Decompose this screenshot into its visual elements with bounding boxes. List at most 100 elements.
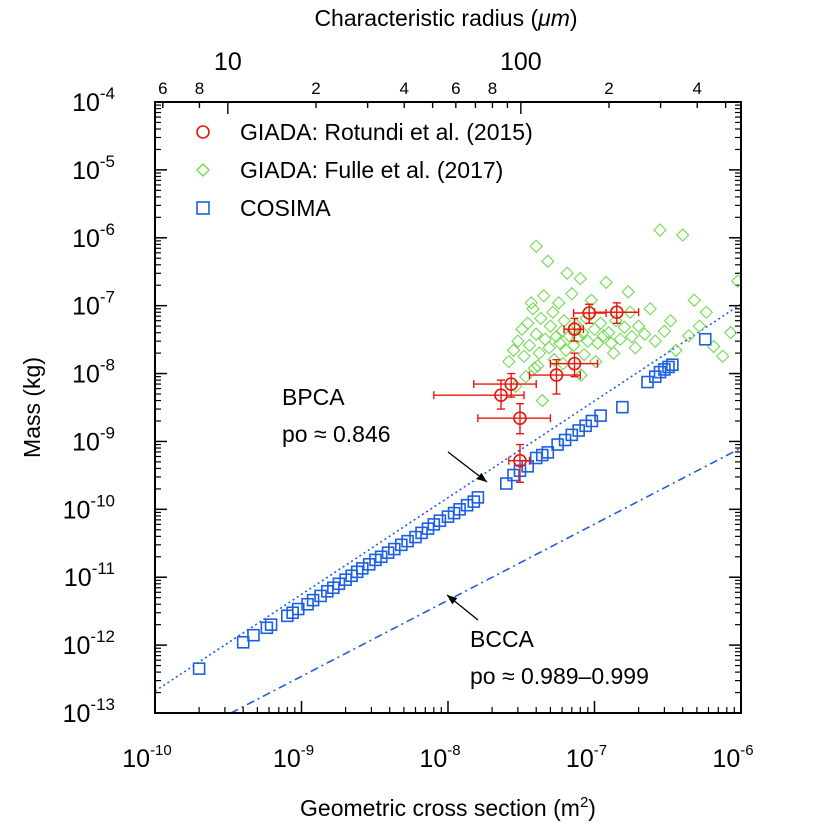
fulle-point [613, 332, 628, 347]
x-tick-label: 10-8 [419, 742, 460, 773]
fulle-point [522, 338, 537, 353]
cosima-point [401, 534, 414, 548]
fulle-point [637, 327, 652, 341]
plot-frame [154, 101, 742, 714]
annotation-bpca-porosity: po ≈ 0.846 [282, 421, 391, 447]
x-tick-label: 10-7 [566, 742, 607, 773]
y-tick-label: 10-10 [63, 491, 115, 524]
fulle-point [562, 329, 576, 343]
top-tick-label: 6 [158, 79, 167, 98]
top-tick-label: 6 [451, 79, 460, 98]
fulle-point [681, 329, 696, 343]
cosima-point [460, 498, 474, 512]
fulle-point [557, 313, 571, 328]
fulle-point [556, 356, 570, 371]
rotundi-point [567, 356, 582, 371]
fulle-point [502, 354, 516, 369]
fulle-point [543, 319, 558, 333]
x-axis-label: Geometric cross section (m2) [300, 794, 596, 821]
fulle-point [628, 340, 643, 355]
fulle-point [623, 305, 637, 320]
annotation-bcca: BCCA po ≈ 0.989–0.999 [446, 594, 649, 689]
cosima-point [355, 562, 369, 575]
cosima-point [260, 621, 274, 635]
fulle-point [515, 322, 529, 336]
fulle-point [547, 352, 561, 367]
fulle-point [530, 359, 545, 373]
top-tick-label: 10 [214, 48, 242, 76]
fulle-point [565, 286, 579, 301]
legend-entry-cosima: COSIMA [196, 195, 331, 221]
cosima-point [521, 460, 535, 473]
cosima-point [388, 542, 401, 556]
fulle-point [723, 325, 738, 340]
y-tick-label: 10-4 [72, 84, 115, 117]
x-tick-label: 10-6 [712, 742, 753, 773]
fulle-point [542, 340, 556, 355]
top-tick-label: 4 [400, 79, 409, 98]
cosima-point [236, 636, 250, 649]
fulle-point [609, 313, 623, 328]
fulle-point [529, 239, 543, 254]
y-tick-label: 10-7 [72, 288, 115, 321]
fulle-point [692, 319, 707, 333]
fulle-point [559, 343, 573, 358]
top-tick-label: 100 [500, 48, 542, 76]
fulle-point [631, 319, 646, 333]
fulle-point [604, 336, 618, 350]
y-tick-label: 10-8 [72, 356, 115, 389]
legend-marker-circle [196, 125, 210, 139]
rotundi-point [504, 377, 518, 391]
legend: GIADA: Rotundi et al. (2015) GIADA: Full… [196, 119, 533, 221]
fulle-point [587, 322, 602, 336]
annotation-bpca-title: BPCA [282, 384, 345, 410]
fulle-point [625, 329, 639, 344]
fulle-point [527, 361, 542, 375]
fulle-point [541, 254, 555, 269]
fulle-point [675, 228, 690, 242]
fulle-point [517, 349, 531, 364]
fulle-point [593, 316, 608, 331]
fulle-point [553, 336, 567, 350]
fulle-point [606, 346, 621, 360]
fulle-point [715, 349, 730, 364]
y-tick-label: 10-11 [64, 559, 115, 592]
fulle-point [596, 329, 611, 343]
cosima-point [471, 491, 485, 504]
fulle-point [526, 301, 540, 316]
top-tick-label: 4 [693, 79, 702, 98]
fulle-point [551, 296, 566, 310]
cosima-point [666, 358, 679, 372]
fulle-point [699, 305, 714, 320]
rotundi-point [513, 411, 527, 425]
fulle-point [643, 301, 657, 316]
fulle-point [573, 271, 588, 286]
rotundi-point [610, 305, 624, 320]
top-tick-label: 8 [488, 79, 497, 98]
cosima-point [662, 360, 675, 374]
fulle-point [687, 293, 702, 308]
line-bpca [155, 303, 741, 692]
cosima-point [192, 662, 206, 675]
rotundi-point [494, 388, 508, 402]
fulle-point [534, 311, 548, 326]
annotation-bcca-arrowhead [447, 595, 458, 605]
fulle-point [524, 296, 539, 310]
fulle-point [574, 368, 588, 382]
legend-marker-diamond [196, 163, 210, 177]
cosima-point [433, 514, 447, 528]
cosima-point [499, 477, 513, 490]
cosima-point [332, 577, 346, 591]
fulle-point [577, 347, 591, 362]
legend-entry-fulle: GIADA: Fulle et al. (2017) [196, 157, 503, 183]
fulle-point [588, 354, 603, 369]
cosima-point [314, 589, 327, 603]
rotundi-point [513, 453, 527, 468]
legend-marker-square [196, 201, 210, 215]
tick-labels: 10-10 10-9 10-8 10-7 10-6 10-13 10-12 10-11 10-1… [63, 48, 754, 773]
rotundi-point [567, 322, 582, 337]
cosima-point [698, 332, 712, 346]
cosima-point [453, 503, 466, 516]
fulle-point [506, 343, 521, 358]
